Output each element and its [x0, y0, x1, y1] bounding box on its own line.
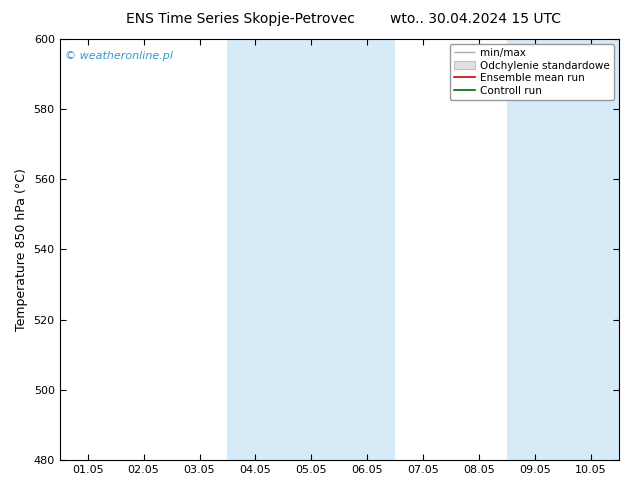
Text: © weatheronline.pl: © weatheronline.pl [65, 51, 173, 61]
Bar [228, 39, 395, 460]
Text: ENS Time Series Skopje-Petrovec: ENS Time Series Skopje-Petrovec [126, 12, 356, 26]
Bar [507, 39, 619, 460]
Text: wto.. 30.04.2024 15 UTC: wto.. 30.04.2024 15 UTC [390, 12, 561, 26]
Y-axis label: Temperature 850 hPa (°C): Temperature 850 hPa (°C) [15, 168, 28, 331]
Legend: min/max, Odchylenie standardowe, Ensemble mean run, Controll run: min/max, Odchylenie standardowe, Ensembl… [450, 44, 614, 100]
